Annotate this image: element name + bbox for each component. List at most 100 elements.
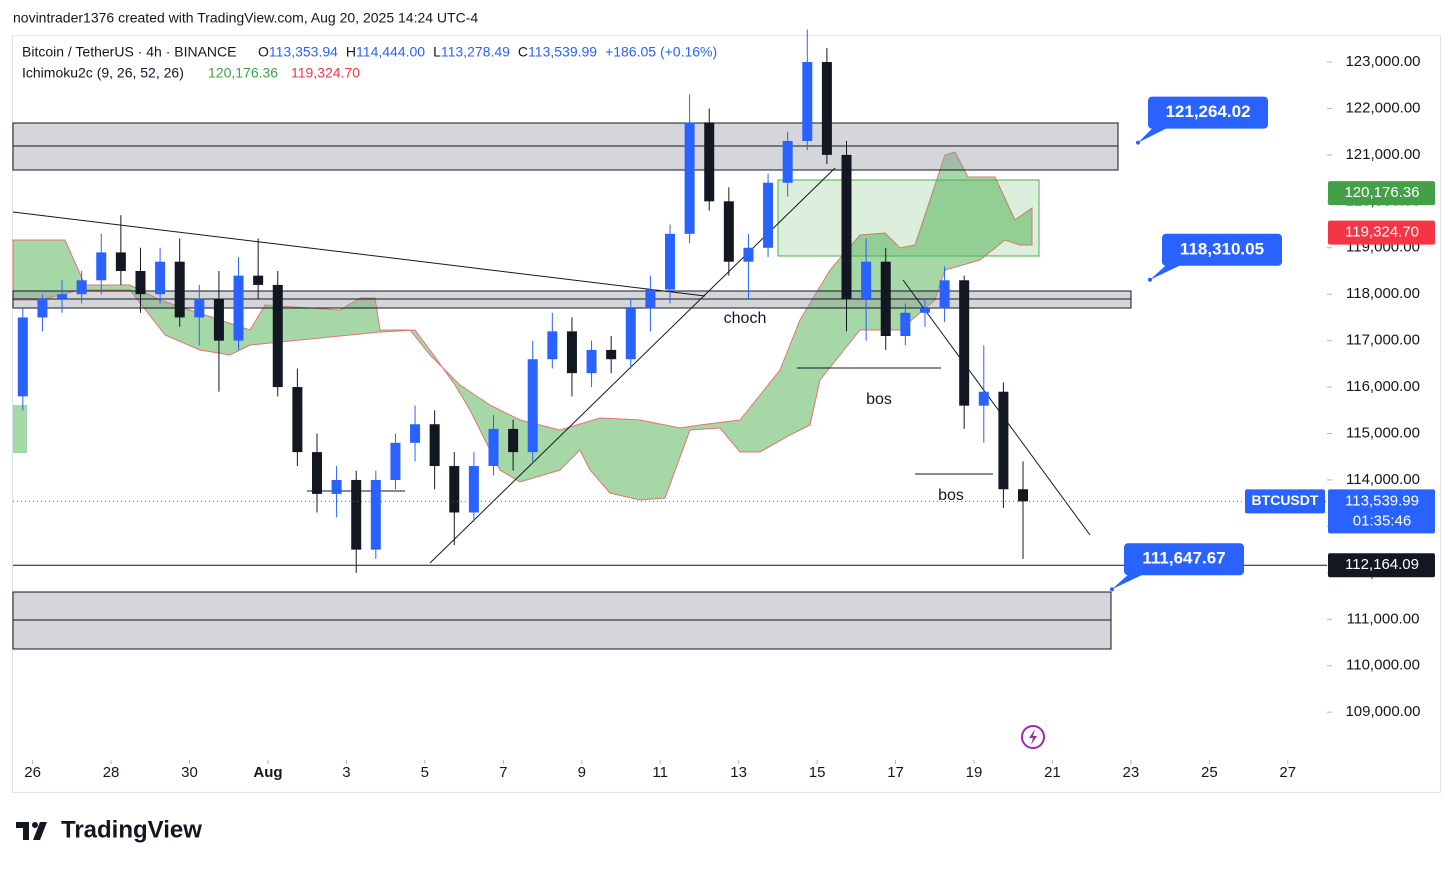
candle-body: [253, 275, 264, 285]
countdown: 01:35:46: [1353, 512, 1411, 529]
candle-body: [194, 298, 205, 318]
symbol-label: BTCUSDT: [1252, 492, 1319, 508]
candle-body: [841, 154, 852, 299]
callout-anchor: [1110, 587, 1114, 592]
y-tick-label: 111,000.00: [1347, 610, 1420, 627]
last-price-box: [1328, 489, 1435, 534]
candle-body: [155, 261, 166, 295]
callout-label: 111,647.67: [1142, 549, 1225, 568]
ohlc-key: L: [433, 44, 441, 60]
indicator-name: Ichimoku2c (9, 26, 52, 26): [22, 65, 184, 81]
callout-box: [1162, 233, 1282, 266]
candle-body: [174, 261, 185, 318]
candle-body: [57, 294, 68, 299]
candle-body: [272, 284, 283, 388]
alert-icon[interactable]: [1021, 725, 1045, 749]
candle-body: [880, 261, 891, 337]
annotation: bos: [866, 391, 892, 408]
candle-body: [37, 298, 48, 318]
candle-body: [96, 252, 107, 281]
candle-body: [508, 428, 519, 453]
ohlc-value: 113,539.99: [528, 44, 597, 60]
x-tick-label: 5: [421, 764, 429, 781]
candle-body: [900, 312, 911, 337]
ohlc-value: 114,444.00: [356, 44, 425, 60]
candle-body: [802, 62, 813, 141]
alert-icon[interactable]: [1029, 729, 1037, 745]
x-tick-label: 11: [652, 764, 668, 781]
x-tick-label: 17: [887, 764, 904, 781]
caption: novintrader1376 created with TradingView…: [13, 10, 478, 26]
x-tick-label: 19: [966, 764, 983, 781]
candle-body: [17, 317, 28, 397]
candle-body: [135, 270, 146, 295]
last-price-label: 113,539.99: [1345, 492, 1419, 509]
candle-body: [625, 308, 636, 360]
y-tick-label: 121,000.00: [1345, 146, 1420, 163]
alert-icon[interactable]: [1021, 725, 1045, 749]
ohlc-value: 113,278.49: [441, 44, 510, 60]
candle-body: [1018, 489, 1029, 502]
candle-body: [331, 479, 342, 494]
indicator-value: 120,176.36: [208, 65, 278, 81]
price-label-box: [1328, 181, 1435, 206]
callout-anchor: [1148, 277, 1152, 282]
callout-label: 118,310.05: [1180, 239, 1264, 258]
candle-body: [547, 331, 558, 360]
x-tick-label: 9: [578, 764, 586, 781]
x-tick-label: 21: [1044, 764, 1061, 781]
callout-box: [1124, 543, 1244, 576]
x-tick-label: 28: [103, 764, 120, 781]
candle-body: [606, 349, 617, 360]
candle-body: [665, 233, 675, 290]
y-tick-label: 116,000.00: [1346, 378, 1420, 395]
x-tick-label: 23: [1123, 764, 1140, 781]
candle-body: [311, 452, 322, 494]
candle-body: [978, 391, 989, 406]
trend-line: [902, 279, 1091, 536]
ohlc: O 113,353.94 H 114,444.00 L 113,278.49 C 113,53…: [258, 44, 597, 60]
overlay: 123,000.00122,000.00121,000.00120,000.00…: [13, 53, 1435, 781]
candle-body: [959, 280, 970, 406]
y-tick-label: 110,000.00: [1346, 657, 1420, 674]
callout-box: [1148, 96, 1268, 129]
candle-body: [704, 122, 715, 202]
x-tick-label: 27: [1279, 764, 1296, 781]
logo-mark: [16, 822, 29, 840]
logo-mark: [33, 822, 47, 840]
price-label: 112,164.09: [1345, 556, 1419, 573]
logo: TradingView: [16, 816, 202, 843]
candle-body: [939, 280, 950, 309]
ohlc-key: H: [346, 44, 356, 60]
candle-body: [684, 122, 695, 234]
candle-body: [566, 331, 577, 374]
candle-body: [449, 466, 460, 513]
candle-body: [645, 289, 656, 309]
y-tick-label: 123,000.00: [1345, 53, 1420, 70]
candle-body: [390, 442, 401, 480]
trend-line: [12, 211, 706, 297]
ohlc-key: C: [518, 44, 528, 60]
y-tick-label: 122,000.00: [1345, 99, 1420, 116]
annotation: bos: [938, 487, 964, 504]
logo-mark: [32, 822, 38, 828]
candle-body: [586, 349, 597, 374]
price-label: 119,324.70: [1345, 224, 1419, 241]
candle-body: [370, 479, 381, 550]
y-tick-label: 109,000.00: [1345, 703, 1420, 720]
candle-body: [488, 428, 499, 467]
y-tick-label: 118,000.00: [1346, 285, 1420, 302]
candle-body: [821, 62, 832, 155]
x-tick-label: Aug: [253, 764, 282, 781]
price-label-box: [1328, 553, 1435, 578]
candle-body: [723, 201, 734, 262]
candle-body: [115, 252, 126, 271]
price-label-box: [1328, 220, 1435, 245]
x-tick-label: 30: [181, 764, 198, 781]
candle-body: [76, 280, 87, 295]
green-box: [777, 179, 1040, 257]
symbol-box: [1245, 489, 1325, 514]
x-tick-label: 7: [499, 764, 507, 781]
candle-body: [763, 182, 774, 248]
